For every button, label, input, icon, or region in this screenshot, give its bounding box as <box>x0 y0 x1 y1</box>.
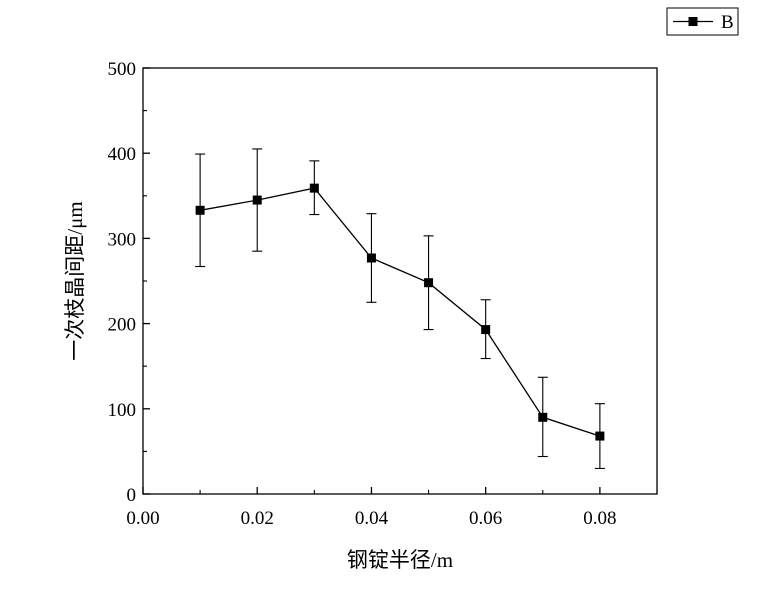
legend: B <box>666 7 739 36</box>
data-point <box>538 412 548 422</box>
y-tick-label: 0 <box>127 485 137 506</box>
series-b <box>195 183 605 441</box>
legend-label-b: B <box>721 12 734 33</box>
x-tick-label: 0.00 <box>126 508 159 529</box>
data-point <box>366 253 376 263</box>
y-tick-label: 100 <box>108 400 137 421</box>
x-tick-label: 0.06 <box>469 508 502 529</box>
data-point <box>481 325 491 335</box>
data-point <box>252 195 262 205</box>
data-point <box>195 205 205 215</box>
data-point <box>309 183 319 193</box>
y-axis: 0 100 200 300 400 500 <box>108 59 150 506</box>
data-point <box>424 278 434 288</box>
x-axis: 0.00 0.02 0.04 0.06 0.08 <box>126 487 658 529</box>
series-line <box>199 187 601 437</box>
legend-marker-sample <box>688 17 698 26</box>
y-tick-label: 300 <box>108 229 137 250</box>
data-point <box>595 431 605 441</box>
x-tick-label: 0.02 <box>241 508 274 529</box>
x-tick-label: 0.04 <box>355 508 389 529</box>
x-axis-title: 钢锭半径/m <box>347 548 453 572</box>
y-tick-label: 500 <box>108 59 137 80</box>
error-bars <box>195 148 605 469</box>
y-axis-title: 一次枝晶间距/μm <box>63 201 87 360</box>
x-tick-label: 0.08 <box>583 508 616 529</box>
y-tick-label: 400 <box>108 144 137 165</box>
y-tick-label: 200 <box>108 315 137 336</box>
